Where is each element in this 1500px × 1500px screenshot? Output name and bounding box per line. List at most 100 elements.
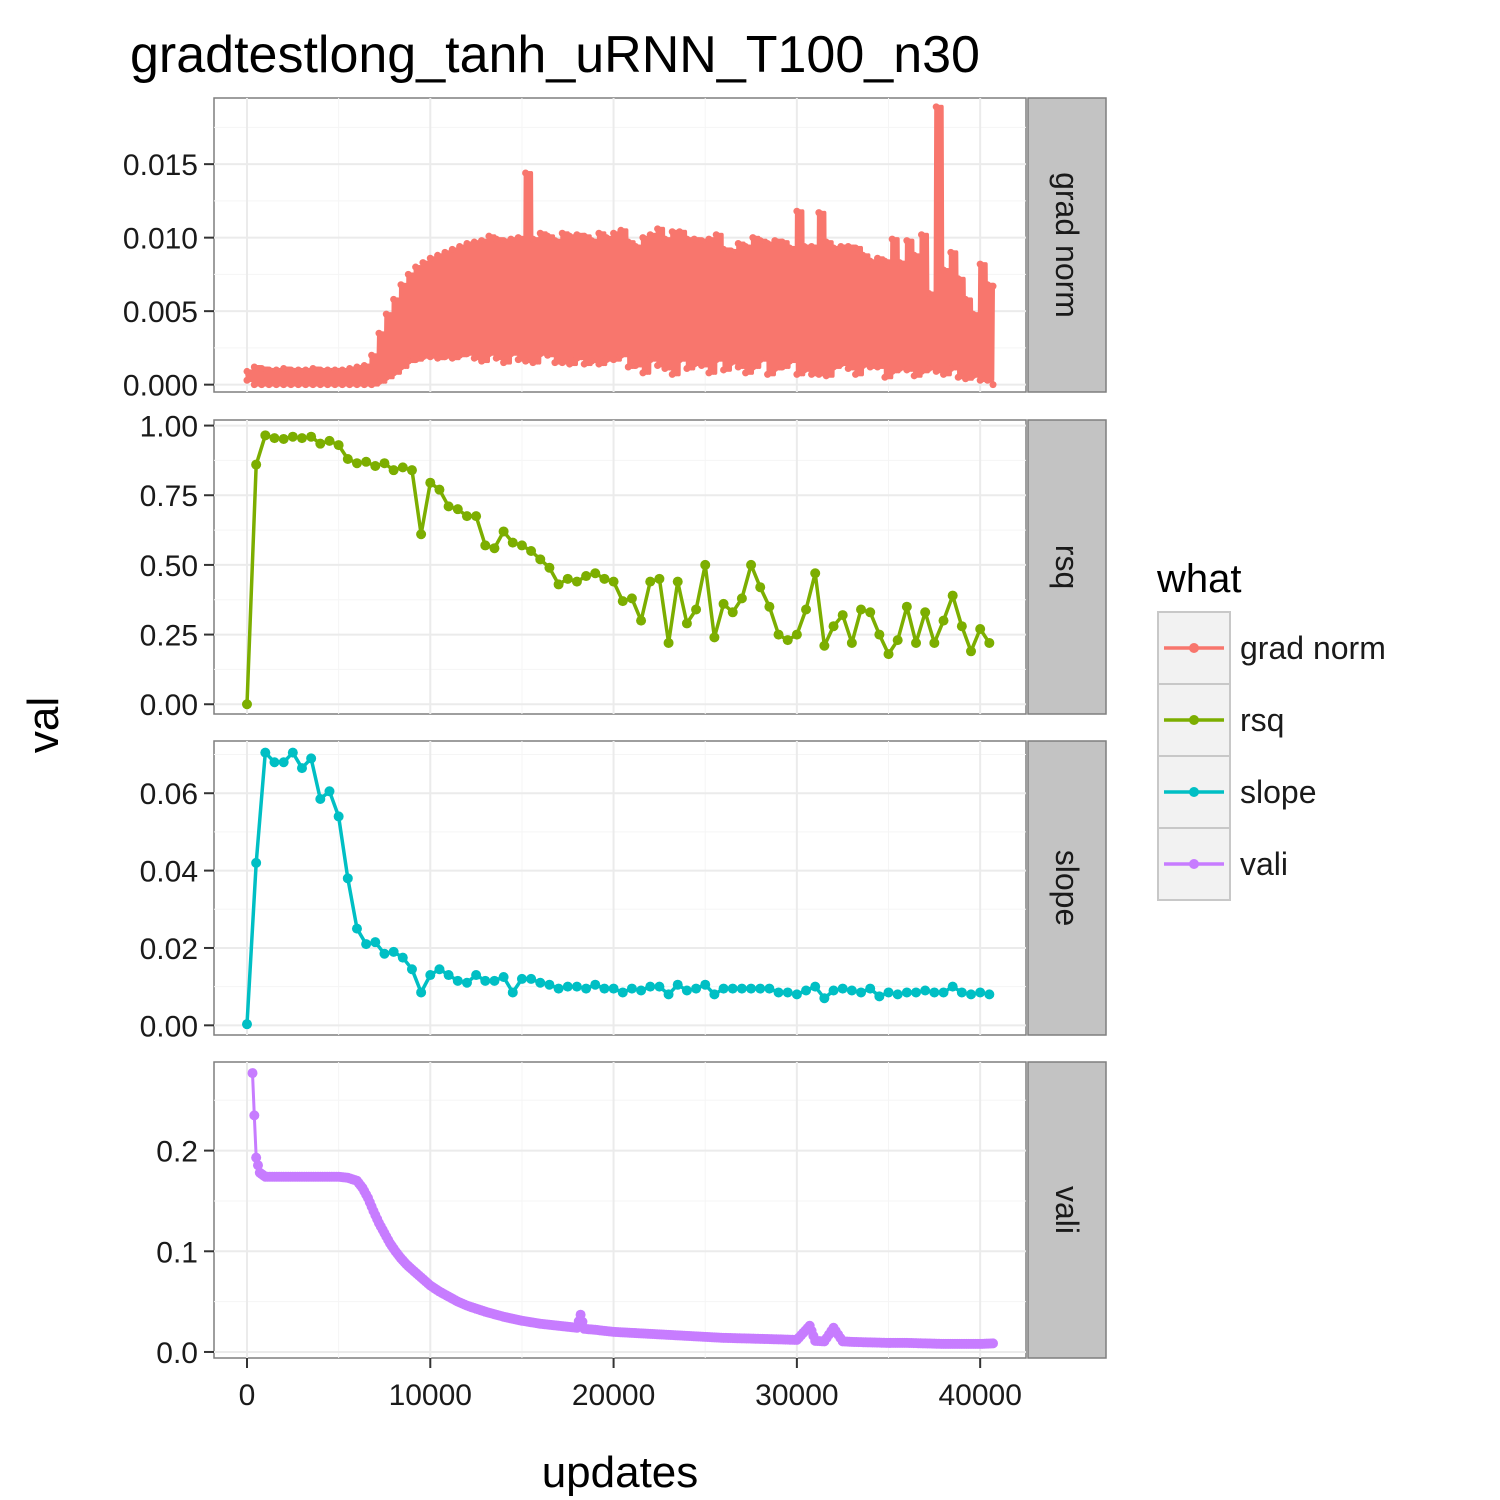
y-tick-label: 0.75 [140, 480, 198, 513]
data-point [309, 381, 317, 389]
data-point [846, 985, 857, 996]
series-grad-norm [243, 103, 997, 389]
panel-background [213, 1061, 1027, 1359]
data-point [346, 381, 354, 389]
data-point [793, 207, 801, 215]
data-point [791, 989, 802, 1000]
data-point [828, 621, 839, 632]
y-tick-label: 1.00 [140, 411, 198, 444]
data-point [929, 987, 940, 998]
legend-label: vali [1240, 846, 1288, 882]
data-point [705, 235, 713, 243]
data-point [911, 637, 922, 648]
legend-entry-vali: vali [1157, 827, 1288, 901]
data-point [361, 456, 372, 467]
data-point [412, 263, 420, 271]
data-point [800, 366, 808, 374]
data-point [522, 169, 530, 177]
data-point [562, 573, 573, 584]
data-point [471, 970, 482, 981]
data-point [700, 559, 711, 570]
data-point [249, 1110, 260, 1121]
chart-title: gradtestlong_tanh_uRNN_T100_n30 [130, 26, 980, 84]
data-point [852, 244, 860, 252]
data-point [954, 373, 962, 381]
data-point [800, 242, 808, 250]
facet-strip-vali [1027, 1061, 1107, 1359]
data-point [379, 948, 390, 959]
y-tick-label: 0.015 [123, 149, 198, 182]
data-point [241, 699, 252, 710]
data-point [507, 537, 518, 548]
data-point [976, 260, 984, 268]
data-point [485, 232, 493, 240]
data-point [251, 857, 262, 868]
data-point [903, 237, 911, 245]
data-point [661, 364, 669, 372]
data-point [306, 431, 317, 442]
y-tick-label: 0.1 [156, 1236, 198, 1269]
x-axis-title: updates [542, 1448, 699, 1497]
data-point [654, 981, 665, 992]
legend-entry-rsq: rsq [1157, 683, 1284, 757]
data-point [342, 873, 353, 884]
data-point [865, 607, 876, 618]
data-point [617, 596, 628, 607]
data-point [324, 786, 335, 797]
data-point [553, 579, 564, 590]
data-point [786, 357, 794, 365]
data-point [529, 235, 537, 243]
data-point [416, 529, 427, 540]
data-point [243, 367, 251, 375]
panel-rsq: 0.00 0.25 0.50 0.75 1.00 rsq [140, 411, 1107, 722]
data-point [910, 372, 918, 380]
x-tick-label: 0 [239, 1379, 256, 1412]
data-point [595, 360, 603, 368]
data-point [382, 373, 390, 381]
data-point [492, 235, 500, 243]
data-point [672, 979, 683, 990]
data-point [808, 242, 816, 250]
data-point [471, 511, 482, 522]
series-slope [241, 747, 995, 1030]
data-point [947, 364, 955, 372]
data-point [551, 359, 559, 367]
data-point [712, 231, 720, 239]
panel-grad-norm: 0.000 0.005 0.010 0.015 grad norm [123, 97, 1107, 403]
data-point [698, 237, 706, 245]
data-point [975, 987, 986, 998]
data-point [294, 381, 302, 389]
data-point [390, 295, 398, 303]
data-point [892, 989, 903, 1000]
data-point [250, 381, 258, 389]
data-point [566, 360, 574, 368]
data-point [571, 576, 582, 587]
data-point [360, 362, 368, 370]
data-point [683, 235, 691, 243]
data-point [727, 359, 735, 367]
data-point [874, 991, 885, 1002]
data-point [265, 366, 273, 374]
data-point [507, 235, 515, 243]
data-point [700, 979, 711, 990]
legend-entry-grad-norm: grad norm [1157, 611, 1386, 685]
data-point [526, 973, 537, 984]
data-point [727, 247, 735, 255]
data-point [599, 573, 610, 584]
data-point [602, 356, 610, 364]
data-point [368, 381, 376, 389]
y-tick-label: 0.25 [140, 620, 198, 653]
data-point [269, 757, 280, 768]
data-point [265, 381, 273, 389]
data-point [734, 363, 742, 371]
data-point [896, 364, 904, 372]
data-point [639, 234, 647, 242]
data-point [626, 593, 637, 604]
data-point [718, 598, 729, 609]
data-point [901, 601, 912, 612]
legend-key-point [1189, 643, 1199, 653]
data-point [654, 573, 665, 584]
data-point [808, 370, 816, 378]
data-point [874, 629, 885, 640]
data-point [727, 983, 738, 994]
